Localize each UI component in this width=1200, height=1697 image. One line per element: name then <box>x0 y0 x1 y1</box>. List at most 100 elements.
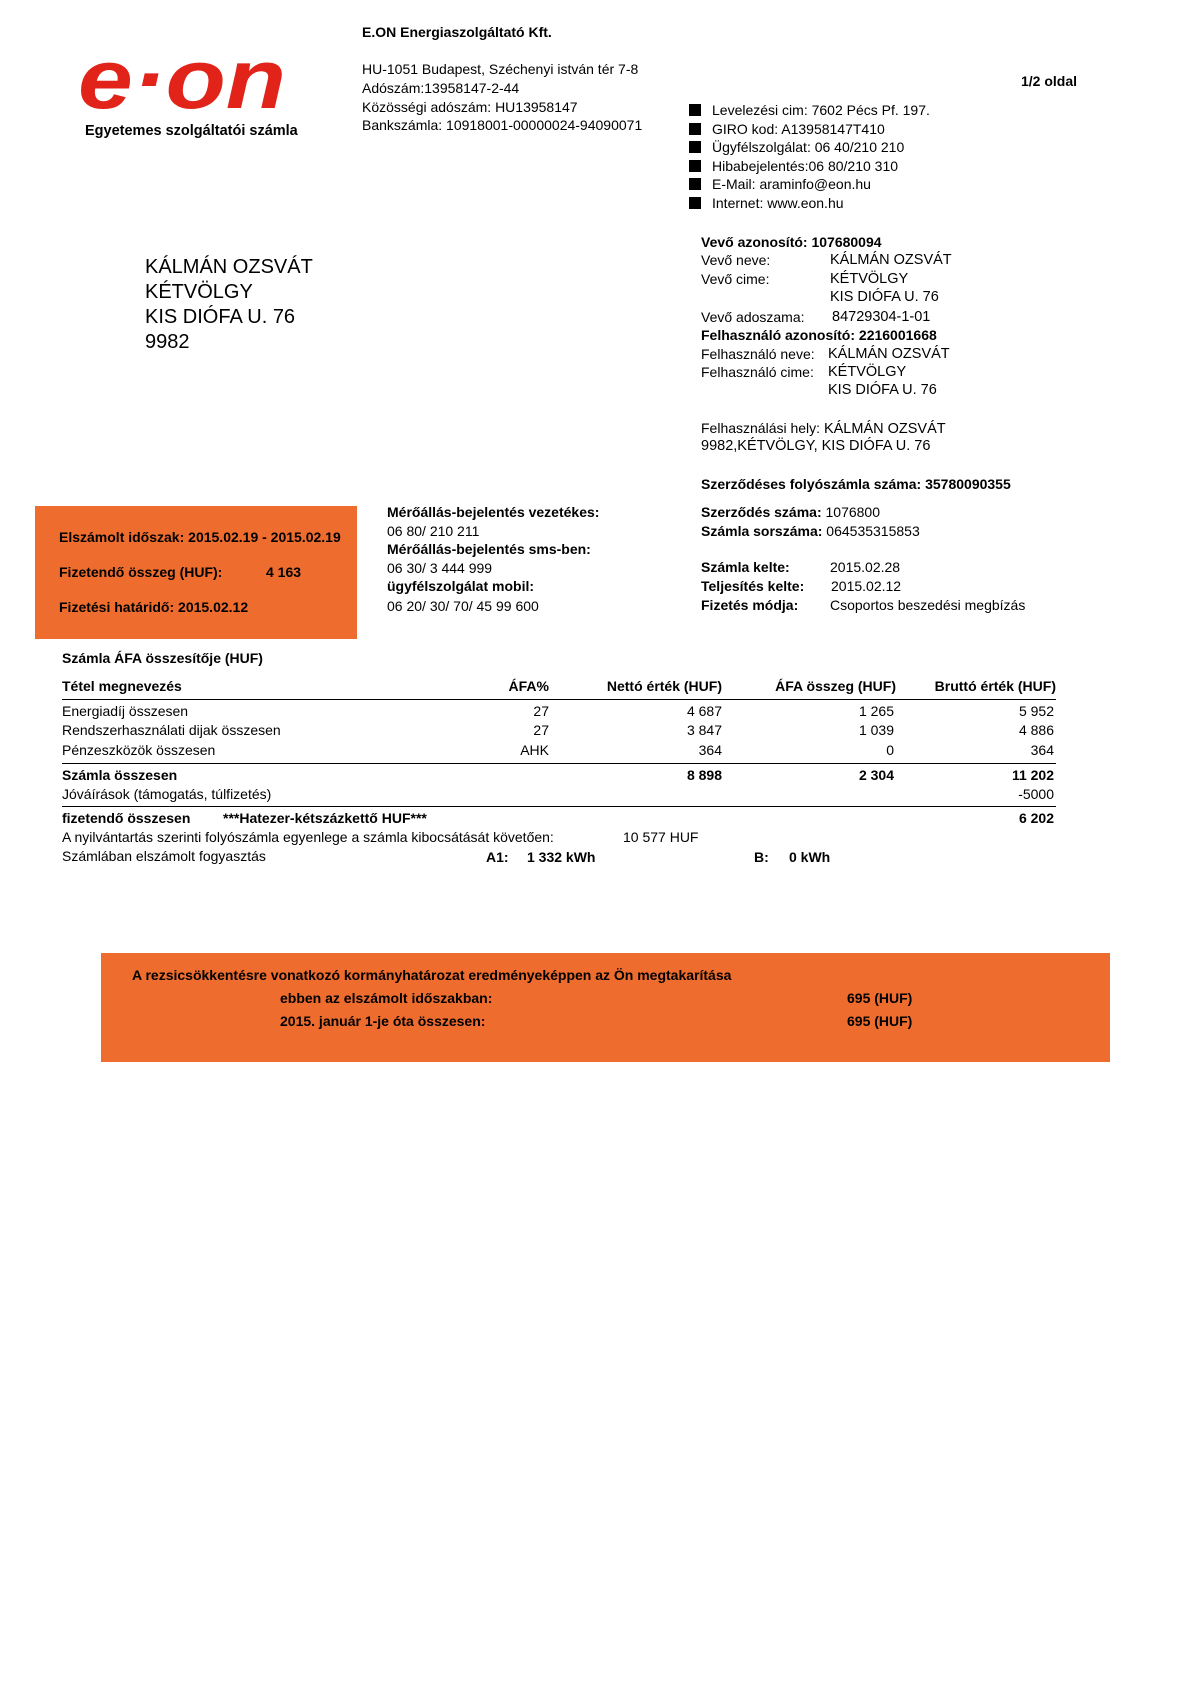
cell: 11 202 <box>1011 767 1054 783</box>
b-value: 0 kWh <box>789 849 831 865</box>
label: ebben az elszámolt időszakban: <box>280 990 493 1006</box>
cell: Pénzeszközök összesen <box>62 742 216 758</box>
cell: 0 <box>886 742 894 758</box>
contact-item: Ügyfélszolgálat: 06 40/210 210 <box>712 139 905 155</box>
cell: -5000 <box>1018 786 1054 802</box>
label: Felhasználó neve: <box>701 346 815 362</box>
savings-period-value: 695 (HUF) <box>847 990 913 1006</box>
column-header: Tétel megnevezés <box>62 678 182 694</box>
company-address: HU-1051 Budapest, Széchenyi istván tér 7… <box>362 61 639 77</box>
consumption-place-name: KÁLMÁN OZSVÁT <box>823 421 946 437</box>
label: Teljesítés kelte: <box>701 578 805 594</box>
label: Felhasználási hely: <box>701 420 821 436</box>
column-header: Nettó érték (HUF) <box>606 678 722 694</box>
user-id: 2216001668 <box>858 327 937 343</box>
recipient-zip: 9982 <box>145 331 190 353</box>
phone: 06 80/ 210 211 <box>387 523 480 539</box>
company-name: E.ON Energiaszolgáltató Kft. <box>362 24 552 40</box>
user-name: KÁLMÁN OZSVÁT <box>828 346 950 362</box>
label: Fizetendő összeg (HUF): <box>59 564 223 580</box>
contact-item: Hibabejelentés:06 80/210 310 <box>712 158 899 174</box>
amount-due: 4 163 <box>266 564 302 580</box>
account-number: 35780090355 <box>925 476 1011 492</box>
label: Vevő cime: <box>701 271 770 287</box>
customer-address-2: KIS DIÓFA U. 76 <box>830 289 939 305</box>
customer-name: KÁLMÁN OZSVÁT <box>830 252 952 268</box>
label: Számla kelte: <box>701 559 790 575</box>
label: Szerződés száma: <box>701 504 822 520</box>
label: Felhasználó cime: <box>701 364 814 380</box>
label: Szerződéses folyószámla száma: <box>701 476 922 492</box>
invoice-number: 064535315853 <box>826 523 920 539</box>
phone: 06 20/ 30/ 70/ 45 99 600 <box>387 598 539 614</box>
column-header: ÁFA% <box>508 678 549 694</box>
b-label: B: <box>754 849 769 865</box>
label: Elszámolt időszak: <box>59 529 185 545</box>
cell: 1 265 <box>858 703 894 719</box>
user-address-1: KÉTVÖLGY <box>828 364 907 380</box>
a1-value: 1 332 kWh <box>527 849 596 865</box>
label: Felhasználó azonosító: <box>701 327 856 343</box>
label: Fizetés módja: <box>701 597 799 613</box>
bullet-square-icon <box>689 160 701 172</box>
company-eu-tax-id: Közösségi adószám: HU13958147 <box>362 99 578 115</box>
page-number: 1/2 oldal <box>1021 73 1078 89</box>
cell: 4 886 <box>1018 722 1054 738</box>
label: 2015. január 1-je óta összesen: <box>280 1013 486 1029</box>
cell: 5 952 <box>1018 703 1054 719</box>
label: Fizetési határidő: <box>59 599 175 615</box>
eon-logo: e·on <box>78 40 286 120</box>
contact-item: Levelezési cim: 7602 Pécs Pf. 197. <box>712 102 930 118</box>
recipient-street: KIS DIÓFA U. 76 <box>145 306 296 328</box>
cell: Jóváírások (támogatás, túlfizetés) <box>62 786 272 802</box>
bullet-square-icon <box>689 141 701 153</box>
payment-summary-box: Elszámolt időszak: 2015.02.19 - 2015.02.… <box>35 506 357 639</box>
savings-ytd-value: 695 (HUF) <box>847 1013 913 1029</box>
cell: Rendszerhasználati dijak összesen <box>62 722 281 738</box>
bullet-square-icon <box>689 178 701 190</box>
cell: 3 847 <box>686 722 722 738</box>
label: Számla sorszáma: <box>701 523 823 539</box>
recipient-city: KÉTVÖLGY <box>145 281 253 303</box>
user-address-2: KIS DIÓFA U. 76 <box>828 382 937 398</box>
divider <box>62 763 1056 764</box>
bullet-square-icon <box>689 197 701 209</box>
fulfillment-date: 2015.02.12 <box>831 578 902 594</box>
cell: 4 687 <box>686 703 722 719</box>
cell: 27 <box>533 703 549 719</box>
cell: 6 202 <box>1018 810 1054 826</box>
balance-value: 10 577 HUF <box>623 829 699 845</box>
consumption-place-address: 9982,KÉTVÖLGY, KIS DIÓFA U. 76 <box>701 438 931 454</box>
payment-method: Csoportos beszedési megbízás <box>830 597 1026 613</box>
label: Mérőállás-bejelentés sms-ben: <box>387 541 591 557</box>
phone: 06 30/ 3 444 999 <box>387 560 493 576</box>
customer-address-1: KÉTVÖLGY <box>830 271 909 287</box>
customer-id: 107680094 <box>811 234 882 250</box>
cell: AHK <box>520 742 549 758</box>
cell: 27 <box>533 722 549 738</box>
contact-item: GIRO kod: A13958147T410 <box>712 121 885 137</box>
table-title: Számla ÁFA összesítője (HUF) <box>62 650 263 666</box>
column-header: Bruttó érték (HUF) <box>934 678 1056 694</box>
billing-period: 2015.02.19 - 2015.02.19 <box>188 529 341 545</box>
cell: 364 <box>698 742 722 758</box>
cell: 1 039 <box>858 722 894 738</box>
divider <box>62 806 1056 807</box>
consumption-label: Számlában elszámolt fogyasztás <box>62 848 266 864</box>
contact-item: Internet: www.eon.hu <box>712 195 844 211</box>
contact-item: E-Mail: araminfo@eon.hu <box>712 176 871 192</box>
label: Vevő azonosító: <box>701 234 808 250</box>
label: ügyfélszolgálat mobil: <box>387 578 535 594</box>
cell: 2 304 <box>858 767 894 783</box>
a1-label: A1: <box>486 849 509 865</box>
label: Vevő adoszama: <box>701 309 805 325</box>
cell: Számla összesen <box>62 767 178 783</box>
company-bank-account: Bankszámla: 10918001-00000024-94090071 <box>362 117 643 133</box>
cell: 364 <box>1030 742 1054 758</box>
bullet-square-icon <box>689 104 701 116</box>
due-date: 2015.02.12 <box>178 599 249 615</box>
company-tax-id: Adószám:13958147-2-44 <box>362 80 520 96</box>
savings-heading: A rezsicsökkentésre vonatkozó kormányhat… <box>132 967 732 983</box>
customer-tax-id: 84729304-1-01 <box>832 309 931 325</box>
cell: fizetendő összesen <box>62 810 191 826</box>
